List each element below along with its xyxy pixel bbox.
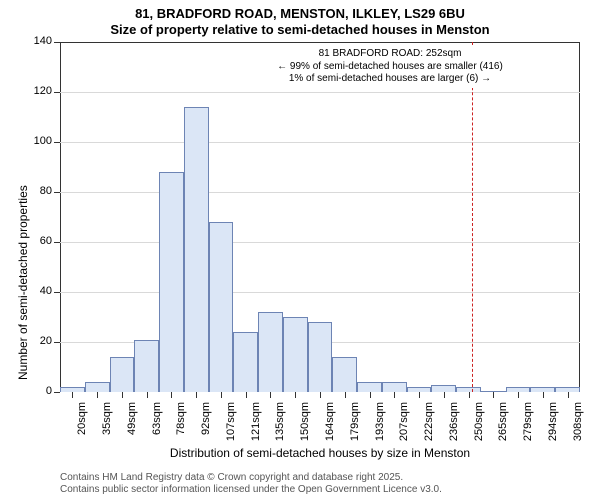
y-tick-label: 80 xyxy=(24,185,52,197)
x-tick-mark xyxy=(345,392,346,398)
x-tick-label: 222sqm xyxy=(423,402,435,452)
x-tick-label: 150sqm xyxy=(299,402,311,452)
grid-line xyxy=(60,142,580,143)
x-tick-mark xyxy=(270,392,271,398)
x-tick-mark xyxy=(72,392,73,398)
x-axis-label: Distribution of semi-detached houses by … xyxy=(60,446,580,460)
chart-container: 81, BRADFORD ROAD, MENSTON, ILKLEY, LS29… xyxy=(0,0,600,500)
x-tick-label: 135sqm xyxy=(274,402,286,452)
x-tick-label: 236sqm xyxy=(448,402,460,452)
histogram-bar xyxy=(431,385,456,393)
x-tick-mark xyxy=(221,392,222,398)
x-tick-mark xyxy=(469,392,470,398)
grid-line xyxy=(60,242,580,243)
x-tick-mark xyxy=(543,392,544,398)
x-tick-label: 107sqm xyxy=(225,402,237,452)
x-tick-mark xyxy=(246,392,247,398)
x-tick-label: 121sqm xyxy=(250,402,262,452)
footer-line-1: Contains HM Land Registry data © Crown c… xyxy=(60,472,403,483)
x-tick-label: 20sqm xyxy=(76,402,88,452)
x-tick-label: 279sqm xyxy=(522,402,534,452)
y-tick-mark xyxy=(54,342,60,343)
x-tick-label: 193sqm xyxy=(374,402,386,452)
chart-subtitle: Size of property relative to semi-detach… xyxy=(0,22,600,37)
annotation-line2: ← 99% of semi-detached houses are smalle… xyxy=(254,61,526,74)
x-tick-label: 92sqm xyxy=(200,402,212,452)
y-tick-label: 140 xyxy=(24,35,52,47)
x-tick-label: 49sqm xyxy=(126,402,138,452)
histogram-bar xyxy=(233,332,258,392)
histogram-bar xyxy=(258,312,283,392)
x-tick-mark xyxy=(295,392,296,398)
x-tick-mark xyxy=(147,392,148,398)
x-tick-mark xyxy=(518,392,519,398)
x-tick-label: 78sqm xyxy=(175,402,187,452)
property-marker-line xyxy=(472,42,473,392)
x-tick-mark xyxy=(394,392,395,398)
histogram-bar xyxy=(85,382,110,392)
footer-line-2: Contains public sector information licen… xyxy=(60,484,442,495)
grid-line xyxy=(60,292,580,293)
y-tick-label: 100 xyxy=(24,135,52,147)
histogram-bar xyxy=(209,222,234,392)
x-tick-mark xyxy=(171,392,172,398)
grid-line xyxy=(60,92,580,93)
x-tick-label: 207sqm xyxy=(398,402,410,452)
y-tick-mark xyxy=(54,142,60,143)
histogram-bar xyxy=(332,357,357,392)
y-tick-label: 20 xyxy=(24,335,52,347)
y-tick-mark xyxy=(54,392,60,393)
annotation-line3: 1% of semi-detached houses are larger (6… xyxy=(254,73,526,86)
histogram-bar xyxy=(357,382,382,392)
x-tick-label: 308sqm xyxy=(572,402,584,452)
histogram-bar xyxy=(382,382,407,392)
histogram-bar xyxy=(184,107,209,392)
x-tick-mark xyxy=(419,392,420,398)
x-tick-label: 63sqm xyxy=(151,402,163,452)
y-axis-label: Number of semi-detached properties xyxy=(16,185,30,380)
x-tick-mark xyxy=(444,392,445,398)
y-tick-mark xyxy=(54,292,60,293)
y-tick-label: 60 xyxy=(24,235,52,247)
histogram-bar xyxy=(134,340,159,393)
x-tick-mark xyxy=(97,392,98,398)
y-tick-mark xyxy=(54,42,60,43)
x-tick-mark xyxy=(122,392,123,398)
y-tick-mark xyxy=(54,192,60,193)
plot-area: 81 BRADFORD ROAD: 252sqm ← 99% of semi-d… xyxy=(60,42,580,392)
x-tick-mark xyxy=(493,392,494,398)
y-tick-label: 0 xyxy=(24,385,52,397)
x-tick-label: 265sqm xyxy=(497,402,509,452)
histogram-bar xyxy=(110,357,135,392)
y-tick-mark xyxy=(54,242,60,243)
grid-line xyxy=(60,192,580,193)
chart-title: 81, BRADFORD ROAD, MENSTON, ILKLEY, LS29… xyxy=(0,6,600,21)
y-tick-label: 40 xyxy=(24,285,52,297)
histogram-bar xyxy=(283,317,308,392)
x-tick-mark xyxy=(196,392,197,398)
x-tick-label: 250sqm xyxy=(473,402,485,452)
histogram-bar xyxy=(308,322,333,392)
x-tick-label: 294sqm xyxy=(547,402,559,452)
x-tick-label: 35sqm xyxy=(101,402,113,452)
annotation-line1: 81 BRADFORD ROAD: 252sqm xyxy=(254,48,526,61)
y-tick-label: 120 xyxy=(24,85,52,97)
x-tick-label: 164sqm xyxy=(324,402,336,452)
annotation-box: 81 BRADFORD ROAD: 252sqm ← 99% of semi-d… xyxy=(250,46,530,88)
x-tick-mark xyxy=(370,392,371,398)
x-tick-mark xyxy=(320,392,321,398)
histogram-bar xyxy=(159,172,184,392)
x-tick-mark xyxy=(568,392,569,398)
y-tick-mark xyxy=(54,92,60,93)
x-tick-label: 179sqm xyxy=(349,402,361,452)
